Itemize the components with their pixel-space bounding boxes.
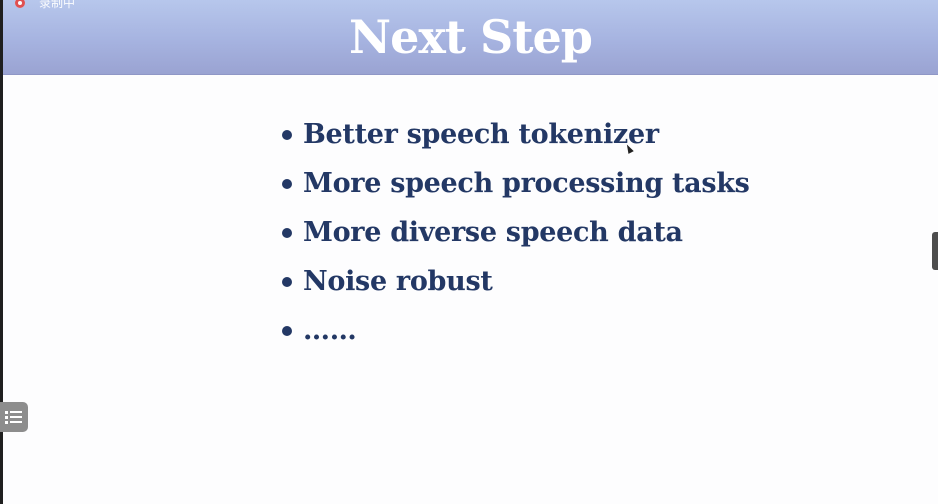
bullet-item: Better speech tokenizer (282, 110, 750, 159)
panel-handle-icon[interactable] (932, 232, 938, 270)
bullet-dot-icon (282, 178, 292, 189)
bullet-item: Noise robust (282, 257, 750, 306)
recording-indicator[interactable]: 录制中 (13, 0, 75, 11)
list-icon (5, 410, 22, 424)
bullet-item: More diverse speech data (282, 208, 750, 257)
window-left-edge (0, 0, 3, 504)
bullet-text: More speech processing tasks (303, 168, 750, 199)
bullet-text: …… (303, 315, 357, 346)
bullet-dot-icon (282, 276, 292, 287)
bullet-item: …… (282, 306, 750, 355)
bullet-item: More speech processing tasks (282, 159, 750, 208)
bullet-text: Better speech tokenizer (303, 119, 659, 150)
recording-label: 录制中 (39, 0, 76, 10)
bullet-text: Noise robust (303, 266, 493, 297)
slide-header: 录制中 Next Step (3, 0, 938, 75)
bullet-dot-icon (282, 325, 292, 336)
recording-icon (13, 0, 27, 9)
slide-title: Next Step (349, 10, 593, 64)
bullet-text: More diverse speech data (303, 217, 683, 248)
outline-button[interactable] (0, 402, 28, 432)
bullet-dot-icon (282, 227, 292, 238)
bullet-dot-icon (282, 129, 292, 140)
bullet-list: Better speech tokenizer More speech proc… (282, 110, 750, 355)
